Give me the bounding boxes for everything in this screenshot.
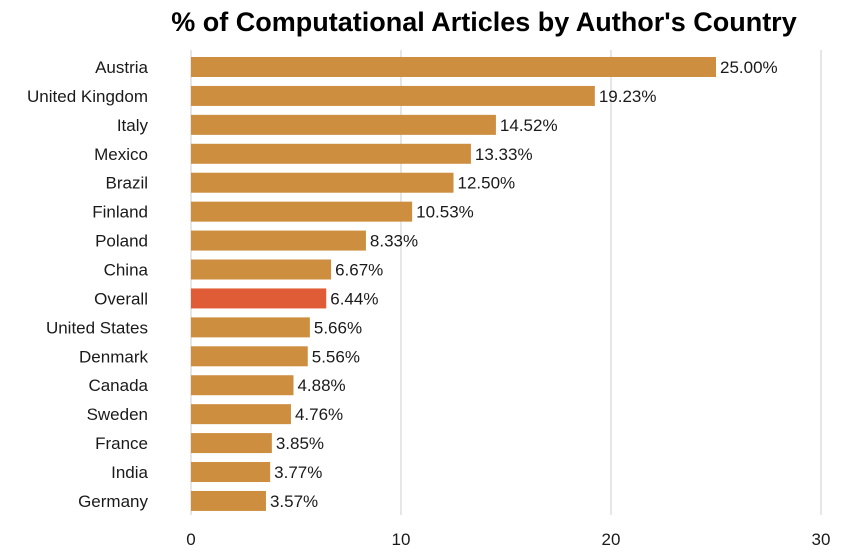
value-label: 4.88% [297,376,345,395]
bar [191,288,327,309]
category-label: Canada [88,376,148,395]
value-label: 6.67% [335,261,383,280]
value-label: 3.85% [276,434,324,453]
bar [191,490,266,511]
value-label: 12.50% [458,174,516,193]
category-label: Sweden [87,405,148,424]
x-tick-label: 0 [186,530,195,549]
value-label: 10.53% [416,203,474,222]
value-label: 6.44% [330,289,378,308]
category-label: India [111,463,148,482]
x-tick-label: 20 [602,530,621,549]
category-label: Overall [94,289,148,308]
bar [191,172,454,193]
value-label: 25.00% [720,58,778,77]
bar [191,143,471,164]
value-label: 5.56% [312,347,360,366]
category-labels: Austria United Kingdom Italy Mexico Brazil Fi… [27,58,149,511]
bar [191,375,294,396]
value-label: 5.66% [314,318,362,337]
bar [191,433,272,454]
category-label: Germany [78,492,148,511]
bars [191,57,716,511]
value-label: 14.52% [500,116,558,135]
category-label: Italy [117,116,149,135]
bar [191,462,271,483]
bar [191,317,310,338]
bar [191,259,332,280]
category-label: Brazil [105,174,148,193]
category-label: China [104,261,149,280]
bar [191,201,413,222]
value-labels: 25.00% 19.23% 14.52% 13.33% 12.50% 10.53% 8.33… [270,58,778,511]
bar [191,404,291,425]
category-label: Finland [92,203,148,222]
x-axis-ticks: 0 10 20 30 [186,530,830,549]
category-label: Mexico [94,145,148,164]
category-label: France [95,434,148,453]
bar [191,346,308,367]
bar [191,230,366,251]
bar [191,85,595,106]
category-label: Poland [95,232,148,251]
value-label: 3.57% [270,492,318,511]
chart-title: % of Computational Articles by Author's … [171,7,796,37]
bar [191,114,496,135]
value-label: 3.77% [274,463,322,482]
x-tick-label: 10 [392,530,411,549]
x-tick-label: 30 [812,530,831,549]
category-label: Denmark [79,347,148,366]
value-label: 19.23% [599,87,657,106]
value-label: 13.33% [475,145,533,164]
value-label: 4.76% [295,405,343,424]
value-label: 8.33% [370,232,418,251]
category-label: Austria [95,58,148,77]
bar [191,57,716,77]
category-label: United States [46,318,148,337]
category-label: United Kingdom [27,87,148,106]
